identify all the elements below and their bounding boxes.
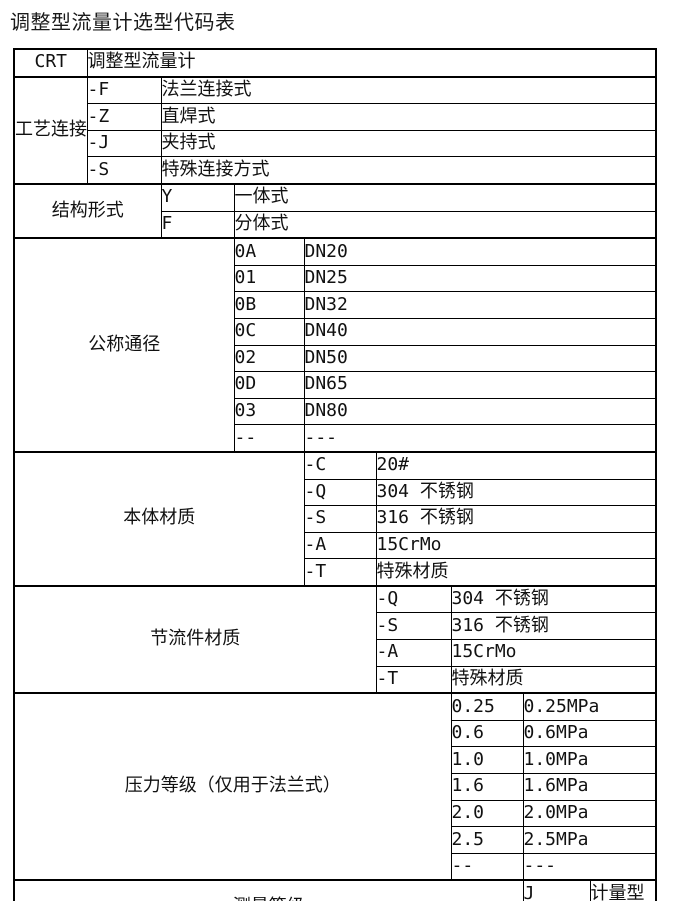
crt-desc-cell: 调整型流量计 xyxy=(86,48,657,78)
table-row: 工艺连接 -F 法兰连接式 xyxy=(13,75,657,185)
code-cell: -Q xyxy=(375,584,452,614)
table-row: -T 特殊材质 xyxy=(14,558,657,587)
table-row: 02 DN50 xyxy=(14,344,657,373)
table-row: 节流件材质 -Q 304 不锈钢 xyxy=(13,584,657,694)
code-cell: -S xyxy=(86,156,162,185)
code-cell: 0.6 xyxy=(450,719,524,748)
table-row: 2.0 2.0MPa xyxy=(14,799,657,828)
code-cell: -S xyxy=(375,612,452,641)
desc-cell: 304 不锈钢 xyxy=(375,478,657,507)
desc-cell: 1.6MPa xyxy=(522,773,657,801)
code-cell: 0B xyxy=(233,291,305,319)
desc-cell: 20# xyxy=(375,450,657,480)
code-cell: 1.6 xyxy=(450,773,524,801)
section-label-throttle-material: 节流件材质 xyxy=(13,584,377,694)
code-cell: -A xyxy=(303,531,377,560)
table-row: 测量等级 J 计量型 xyxy=(13,879,657,901)
desc-cell: 直焊式 xyxy=(160,103,657,131)
desc-cell: 0.25MPa xyxy=(522,692,657,721)
code-cell: -- xyxy=(233,424,305,453)
table-row: 压力等级（仅用于法兰式） 0.25 0.25MPa xyxy=(13,692,657,881)
table-row: 1.6 1.6MPa xyxy=(14,773,657,801)
desc-cell: DN50 xyxy=(303,344,657,373)
desc-cell: 304 不锈钢 xyxy=(450,584,657,614)
desc-cell: --- xyxy=(522,852,657,881)
table-row: -- --- xyxy=(14,852,657,881)
code-cell: Y xyxy=(160,182,235,212)
desc-cell: DN32 xyxy=(303,291,657,319)
code-cell: 01 xyxy=(233,264,305,293)
code-cell: -T xyxy=(303,558,377,587)
code-cell: 1.0 xyxy=(450,746,524,775)
desc-cell: 2.0MPa xyxy=(522,799,657,828)
table-row: 本体材质 -C 20# xyxy=(13,450,657,587)
desc-cell: 15CrMo xyxy=(375,531,657,560)
desc-cell: 特殊材质 xyxy=(375,558,657,587)
code-cell: -J xyxy=(86,129,162,158)
code-cell: 2.5 xyxy=(450,826,524,854)
desc-cell: 316 不锈钢 xyxy=(450,612,657,641)
desc-cell: 特殊材质 xyxy=(450,665,657,694)
desc-cell: 分体式 xyxy=(233,210,657,239)
section-label-nominal-diameter: 公称通径 xyxy=(13,237,235,453)
desc-cell: DN80 xyxy=(303,397,657,426)
table-row: 2.5 2.5MPa xyxy=(14,826,657,854)
page-title: 调整型流量计选型代码表 xyxy=(10,10,236,34)
table-row: 0C DN40 xyxy=(14,317,657,346)
section-label-pressure-rating: 压力等级（仅用于法兰式） xyxy=(13,692,452,881)
code-cell: -Q xyxy=(303,478,377,507)
table-row: -J 夹持式 xyxy=(14,129,657,158)
code-cell: 02 xyxy=(233,344,305,373)
desc-cell: 316 不锈钢 xyxy=(375,505,657,533)
table-row: -T 特殊材质 xyxy=(14,665,657,694)
table-row: 0D DN65 xyxy=(14,371,657,399)
table-row: -Q 304 不锈钢 xyxy=(14,478,657,507)
table-row: CRT 调整型流量计 xyxy=(13,48,657,78)
crt-code-cell: CRT xyxy=(13,48,88,78)
code-cell: 03 xyxy=(233,397,305,426)
desc-cell: 计量型 xyxy=(589,879,657,901)
section-label-body-material: 本体材质 xyxy=(13,450,305,587)
desc-cell: 1.0MPa xyxy=(522,746,657,775)
desc-cell: 一体式 xyxy=(233,182,657,212)
section-label-measurement-grade: 测量等级 xyxy=(13,879,524,901)
section-label-process-connection: 工艺连接 xyxy=(13,75,88,185)
code-cell: 0A xyxy=(233,237,305,266)
code-cell: -F xyxy=(86,75,162,105)
code-cell: -A xyxy=(375,639,452,667)
desc-cell: --- xyxy=(303,424,657,453)
section-label-structure-type: 结构形式 xyxy=(13,182,162,239)
table-row: -S 特殊连接方式 xyxy=(14,156,657,185)
code-cell: -C xyxy=(303,450,377,480)
table-row: -Z 直焊式 xyxy=(14,103,657,131)
desc-cell: DN40 xyxy=(303,317,657,346)
code-cell: F xyxy=(160,210,235,239)
code-cell: J xyxy=(522,879,591,901)
desc-cell: 15CrMo xyxy=(450,639,657,667)
selection-code-table: CRT 调整型流量计 工艺连接 -F 法兰连接式 -Z 直焊式 -J 夹持式 -… xyxy=(13,48,657,901)
code-cell: -T xyxy=(375,665,452,694)
desc-cell: 特殊连接方式 xyxy=(160,156,657,185)
table-row: 03 DN80 xyxy=(14,397,657,426)
table-row: -S 316 不锈钢 xyxy=(14,505,657,533)
table-row: 结构形式 Y 一体式 xyxy=(13,182,657,239)
desc-cell: DN65 xyxy=(303,371,657,399)
code-cell: 0D xyxy=(233,371,305,399)
code-cell: -Z xyxy=(86,103,162,131)
desc-cell: DN20 xyxy=(303,237,657,266)
desc-cell: 法兰连接式 xyxy=(160,75,657,105)
code-cell: 2.0 xyxy=(450,799,524,828)
desc-cell: 2.5MPa xyxy=(522,826,657,854)
code-cell: -S xyxy=(303,505,377,533)
code-cell: 0.25 xyxy=(450,692,524,721)
desc-cell: 夹持式 xyxy=(160,129,657,158)
table-row: 公称通径 0A DN20 xyxy=(13,237,657,453)
code-cell: -- xyxy=(450,852,524,881)
code-cell: 0C xyxy=(233,317,305,346)
desc-cell: DN25 xyxy=(303,264,657,293)
desc-cell: 0.6MPa xyxy=(522,719,657,748)
